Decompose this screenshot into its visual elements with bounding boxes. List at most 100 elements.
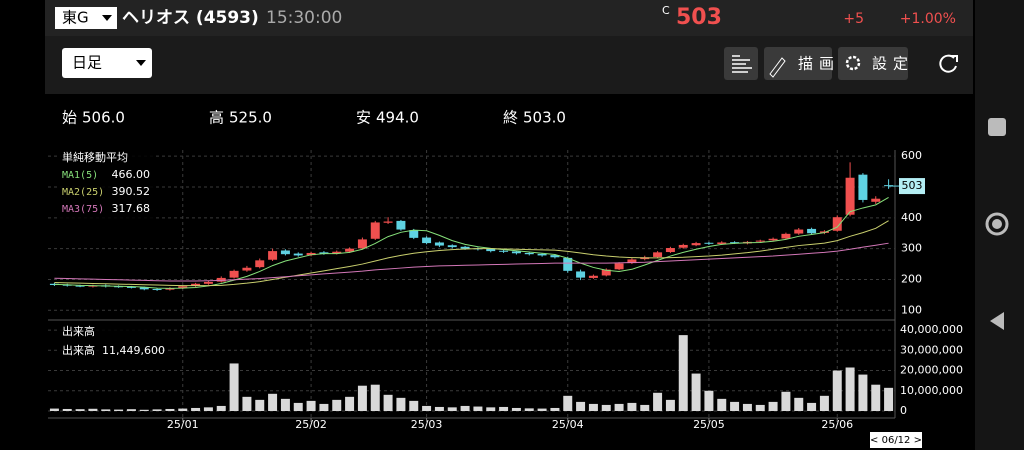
candle-body xyxy=(370,222,380,239)
indicator-icon xyxy=(732,55,752,73)
candle-body xyxy=(229,270,239,278)
candle-body xyxy=(126,286,136,288)
draw-button[interactable] xyxy=(764,47,832,80)
change: +5 xyxy=(843,11,864,27)
candle-body xyxy=(396,220,406,230)
volume-bar xyxy=(88,408,98,411)
price-flag: C xyxy=(662,4,670,17)
candle-body xyxy=(627,259,637,264)
volume-bar xyxy=(293,402,303,411)
candle-body xyxy=(563,257,573,271)
nav-back[interactable] xyxy=(990,312,1004,330)
volume-bar xyxy=(255,399,265,411)
volume-bar xyxy=(871,384,881,411)
x-tick-label: 25/01 xyxy=(167,418,199,431)
volume-bar xyxy=(511,407,521,411)
nav-recent[interactable] xyxy=(988,118,1006,136)
volume-bar xyxy=(794,397,804,411)
volume-bar xyxy=(229,363,239,411)
time: 15:30:00 xyxy=(266,8,342,28)
ohlc-value: 494.0 xyxy=(376,109,419,127)
nav-home-dot xyxy=(992,219,1002,229)
nav-home[interactable] xyxy=(985,212,1009,236)
candle-body xyxy=(242,267,252,271)
volume-legend-value: 11,449,600 xyxy=(102,344,165,357)
top-bar xyxy=(45,0,973,36)
candle-body xyxy=(280,250,290,255)
candle-body xyxy=(409,230,419,238)
candle-body xyxy=(178,286,188,289)
volume-bar xyxy=(640,404,650,411)
candle-body xyxy=(588,275,598,278)
pencil-icon xyxy=(769,57,786,78)
candle-body xyxy=(332,251,342,254)
x-tick-label: 25/04 xyxy=(552,418,584,431)
ohlc-label: 始 xyxy=(62,109,77,127)
volume-tick-label: 20,000,000 xyxy=(900,364,963,377)
volume-tick-label: 30,000,000 xyxy=(900,343,963,356)
y-tick-label: 300 xyxy=(901,242,922,255)
candle-body xyxy=(601,269,611,276)
candle-body xyxy=(306,252,316,256)
volume-bar xyxy=(576,401,586,411)
volume-bar xyxy=(819,395,829,411)
settings-button[interactable] xyxy=(838,47,908,80)
candle-body xyxy=(794,229,804,234)
legend-name: MA3(75) xyxy=(62,204,104,215)
legend-value: 466.00 xyxy=(112,168,151,181)
ohlc-row: 始 506.0 高 525.0 安 494.0 終 503.0 xyxy=(62,109,566,127)
volume-bar xyxy=(563,395,573,411)
legend: MA1(5) 466.00 MA2(25) 390.52 MA3(75) 317.68 xyxy=(62,168,150,215)
volume-bar xyxy=(139,409,149,411)
candle-body xyxy=(691,243,701,246)
volume-bar xyxy=(678,335,688,411)
candle-body xyxy=(499,250,509,252)
ohlc-label: 安 xyxy=(356,109,371,127)
volume-bar xyxy=(75,409,85,411)
y-tick-label: 100 xyxy=(901,303,922,316)
volume-bar xyxy=(332,399,342,411)
candle-body xyxy=(537,253,547,256)
volume-bar xyxy=(178,408,188,411)
volume-bar xyxy=(524,408,534,411)
dropdown-arrow xyxy=(102,15,112,21)
candle-body xyxy=(653,252,663,257)
volume-bar xyxy=(126,409,136,411)
volume-bar xyxy=(537,408,547,411)
candle-body xyxy=(293,253,303,256)
candle-body xyxy=(383,221,393,223)
gear-icon xyxy=(845,55,861,71)
volume-bar xyxy=(191,407,201,411)
cursor-date: < 06/12 > xyxy=(870,435,922,446)
candle-body xyxy=(730,242,740,244)
legend-name: MA2(25) xyxy=(62,187,104,198)
period-select[interactable] xyxy=(62,48,152,78)
volume-bar xyxy=(62,408,72,411)
candle-body xyxy=(216,277,226,282)
candle-body xyxy=(807,228,817,234)
volume-bar xyxy=(755,404,765,411)
volume-bar xyxy=(691,373,701,411)
candle-body xyxy=(191,283,201,286)
market-select[interactable] xyxy=(55,7,117,29)
candle-body xyxy=(203,281,213,284)
candle-body xyxy=(422,237,432,244)
candle-body xyxy=(447,245,457,248)
volume-bar xyxy=(383,394,393,411)
ohlc-value: 503.0 xyxy=(523,109,566,127)
volume-bar xyxy=(306,400,316,411)
grid: 100200300400500600010,000,00020,000,0003… xyxy=(48,149,963,431)
x-tick-label: 25/03 xyxy=(411,418,443,431)
refresh-icon[interactable] xyxy=(939,54,957,73)
volume-bar xyxy=(165,408,175,411)
ohlc-label: 高 xyxy=(209,109,224,127)
candle-body xyxy=(345,248,355,252)
volume-bar xyxy=(319,403,329,411)
volume-bar xyxy=(152,409,162,411)
change-pct: +1.00% xyxy=(900,11,956,27)
candle-body xyxy=(576,271,586,278)
candle-body xyxy=(434,242,444,246)
candle-body xyxy=(49,283,59,286)
x-tick-label: 25/06 xyxy=(821,418,853,431)
volume-bar xyxy=(742,403,752,411)
